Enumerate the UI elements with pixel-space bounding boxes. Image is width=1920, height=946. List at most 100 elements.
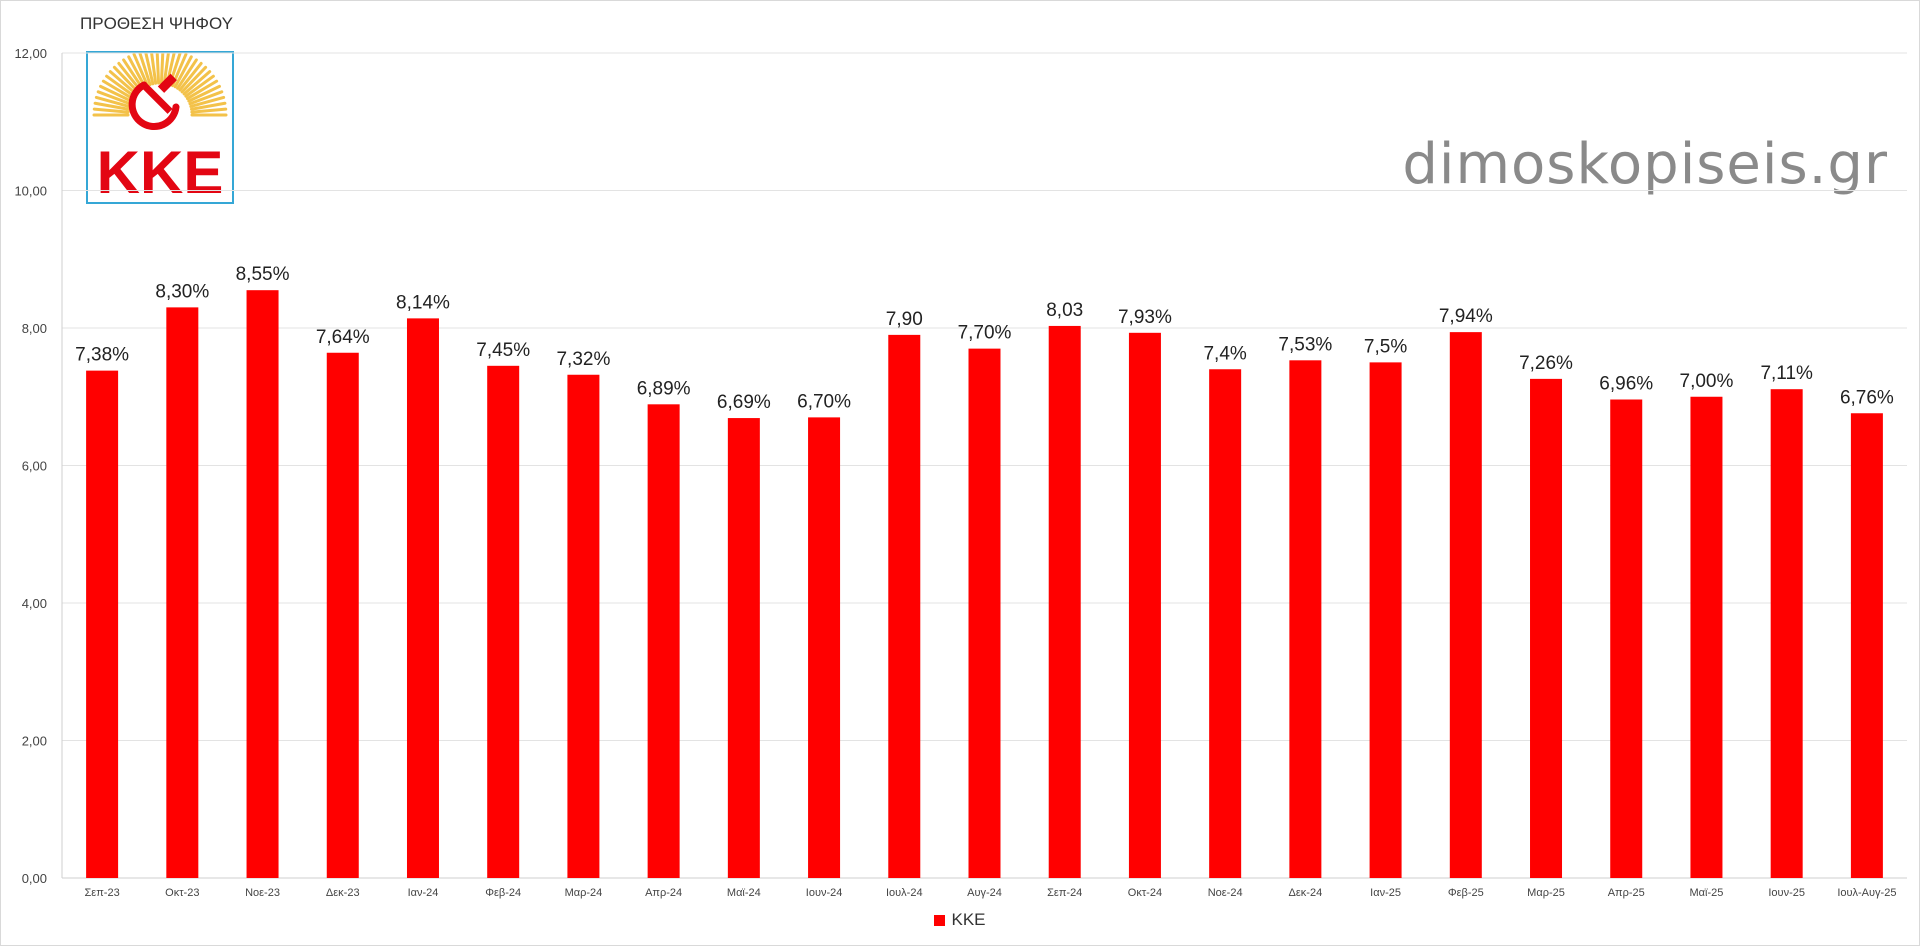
x-tick-label: Ιουλ-24 [886, 887, 923, 899]
x-tick-label: Μαρ-24 [565, 887, 603, 899]
sun-ray [112, 65, 140, 94]
sun-ray [173, 55, 193, 89]
data-label: 6,70% [797, 391, 851, 412]
y-tick-label: 8,00 [22, 321, 47, 336]
x-tick-label: Ιαν-25 [1370, 887, 1401, 899]
data-label: 7,32% [556, 349, 610, 370]
bar [326, 352, 359, 878]
bar [246, 290, 279, 878]
sun-ray [108, 70, 138, 96]
x-tick-label: Μαρ-25 [1527, 887, 1565, 899]
sun-ray [144, 53, 155, 86]
sun-ray [189, 101, 227, 111]
y-tick-label: 10,00 [14, 184, 47, 199]
bar [1289, 360, 1322, 878]
x-tick-label: Ιουλ-Αυγ-25 [1837, 887, 1896, 899]
bar [888, 334, 921, 878]
bar [808, 417, 841, 878]
sun-ray [189, 95, 226, 108]
sun-ray [127, 55, 147, 89]
data-label: 6,96% [1599, 374, 1653, 395]
sun-ray [190, 107, 228, 114]
x-tick-label: Σεπ-24 [1047, 887, 1082, 899]
data-label: 8,55% [236, 264, 290, 285]
bar [1610, 399, 1643, 878]
bar [1530, 378, 1563, 878]
data-label: 7,64% [316, 327, 370, 348]
data-label: 7,00% [1680, 371, 1734, 392]
sun-rays-icon [92, 53, 228, 117]
bar [1128, 332, 1161, 878]
sun-ray [187, 84, 221, 103]
x-tick-label: Δεκ-24 [1289, 887, 1323, 899]
data-label: 6,76% [1840, 387, 1894, 408]
sun-ray [185, 79, 219, 101]
data-label: 8,30% [155, 281, 209, 302]
y-tick-label: 0,00 [22, 871, 47, 886]
sun-ray [176, 58, 198, 90]
bar [166, 307, 199, 878]
x-tick-label: Απρ-24 [645, 887, 682, 899]
chart-title: ΠΡΟΘΕΣΗ ΨΗΦΟΥ [80, 14, 233, 33]
bar [1690, 396, 1723, 878]
sun-ray [138, 53, 152, 87]
sun-ray [184, 74, 215, 98]
x-tick-label: Δεκ-23 [326, 887, 360, 899]
sun-ray [93, 101, 131, 111]
legend-label: ΚΚΕ [951, 910, 986, 929]
x-tick-label: Οκτ-24 [1128, 887, 1162, 899]
logo-text: ΚΚΕ [97, 139, 224, 202]
bar [1850, 413, 1883, 878]
data-label: 7,93% [1118, 307, 1172, 328]
x-tick-label: Μαϊ-25 [1690, 887, 1724, 899]
kke-logo: ΚΚΕ [86, 51, 234, 204]
sun-ray [94, 95, 131, 108]
x-tick-label: Ιουν-24 [806, 887, 843, 899]
x-tick-label: Οκτ-23 [165, 887, 199, 899]
data-label: 8,03 [1046, 300, 1083, 321]
bar [86, 370, 119, 878]
data-label: 6,89% [637, 378, 691, 399]
x-tick-label: Νοε-23 [245, 887, 280, 899]
data-label: 7,94% [1439, 306, 1493, 327]
data-label: 7,11% [1760, 363, 1813, 384]
sun-ray [155, 53, 161, 85]
kke-logo-graphic: ΚΚΕ [92, 53, 228, 202]
sun-ray [159, 53, 165, 85]
y-tick-label: 6,00 [22, 459, 47, 474]
x-tick-label: Νοε-24 [1208, 887, 1243, 899]
x-tick-label: Αυγ-24 [967, 887, 1002, 899]
x-tick-label: Φεβ-25 [1448, 887, 1484, 899]
bar [487, 365, 520, 878]
bar [968, 348, 1001, 878]
sun-ray [99, 84, 133, 103]
bar [727, 418, 760, 878]
bar [567, 374, 600, 878]
bar [1209, 369, 1242, 878]
sun-ray [178, 61, 203, 92]
legend-swatch [934, 915, 946, 926]
data-label: 7,45% [476, 340, 530, 361]
x-tick-label: Απρ-25 [1608, 887, 1645, 899]
sun-ray [180, 65, 208, 94]
sun-ray [188, 90, 224, 106]
data-label: 7,38% [75, 345, 129, 366]
bar [1048, 325, 1081, 878]
sun-ray [101, 79, 135, 101]
x-tick-label: Ιαν-24 [408, 887, 439, 899]
data-label: 7,5% [1364, 336, 1407, 357]
bar [1449, 332, 1482, 878]
y-tick-label: 12,00 [14, 46, 47, 61]
data-label: 7,53% [1278, 334, 1332, 355]
x-tick-label: Μαϊ-24 [727, 887, 761, 899]
sun-ray [182, 70, 212, 96]
sun-ray [122, 58, 144, 90]
watermark: dimoskopiseis.gr [1402, 132, 1888, 197]
bar [1770, 389, 1803, 878]
data-label: 7,90 [886, 309, 923, 330]
bar [647, 404, 680, 878]
hammer-and-sickle-icon [128, 73, 180, 130]
data-label: 7,70% [958, 323, 1012, 344]
sun-ray [117, 61, 142, 92]
data-label: 8,14% [396, 292, 450, 313]
